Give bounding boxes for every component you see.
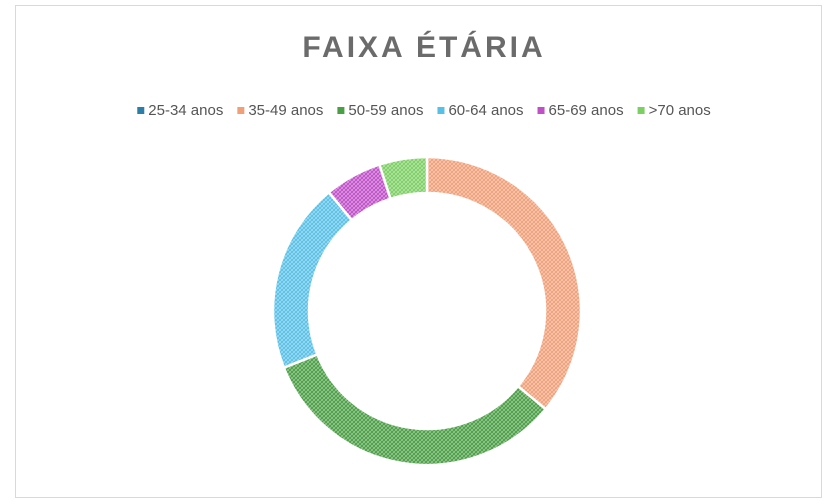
legend-item: 60-64 anos <box>437 102 524 119</box>
donut-segment <box>377 155 429 201</box>
plot <box>271 155 583 467</box>
legend: 25-34 anos 35-49 anos 50-59 anos 60-64 anos… <box>137 102 711 119</box>
legend-text: 50-59 anos <box>348 102 423 119</box>
chart-border <box>15 5 822 498</box>
legend-swatch <box>137 107 145 114</box>
legend-text: 65-69 anos <box>549 102 624 119</box>
legend-item: >70 anos <box>637 102 711 119</box>
legend-item: 25-34 anos <box>137 102 223 119</box>
legend-text: 25-34 anos <box>148 102 223 119</box>
legend-text: 60-64 anos <box>448 102 523 119</box>
legend-text: 35-49 anos <box>248 102 323 119</box>
legend-swatch <box>237 107 245 114</box>
legend-swatch <box>637 107 645 114</box>
legend-item: 50-59 anos <box>337 102 423 119</box>
chart-title: FAIXA ÉTÁRIA <box>302 30 545 64</box>
legend-item: 35-49 anos <box>237 102 323 119</box>
legend-text: >70 anos <box>649 102 711 119</box>
legend-item: 65-69 anos <box>537 102 624 119</box>
legend-swatch <box>437 107 445 114</box>
legend-swatch <box>537 107 545 114</box>
legend-swatch <box>337 107 345 114</box>
